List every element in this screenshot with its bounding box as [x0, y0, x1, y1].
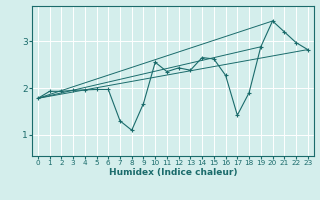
X-axis label: Humidex (Indice chaleur): Humidex (Indice chaleur) [108, 168, 237, 177]
